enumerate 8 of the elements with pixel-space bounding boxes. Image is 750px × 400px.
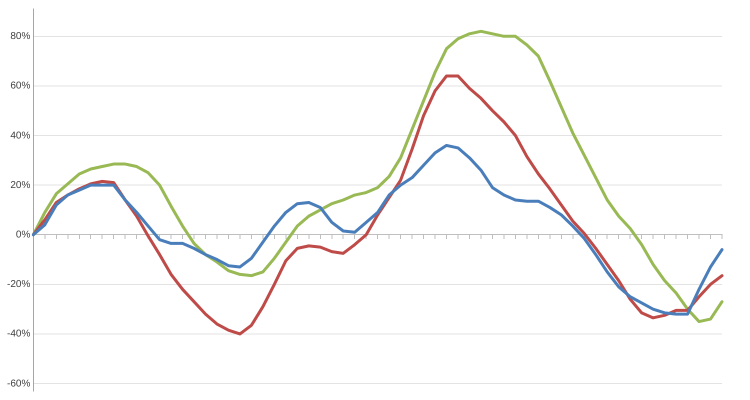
y-tick-label: -60% <box>6 378 30 390</box>
y-tick-label: 20% <box>10 180 30 191</box>
y-tick-label: -20% <box>6 279 30 290</box>
y-tick-label: 80% <box>10 31 30 42</box>
y-tick-label: -40% <box>6 328 30 340</box>
y-tick-label: 0% <box>16 229 30 240</box>
y-tick-label: 40% <box>10 130 30 142</box>
y-tick-label: 60% <box>10 80 30 92</box>
